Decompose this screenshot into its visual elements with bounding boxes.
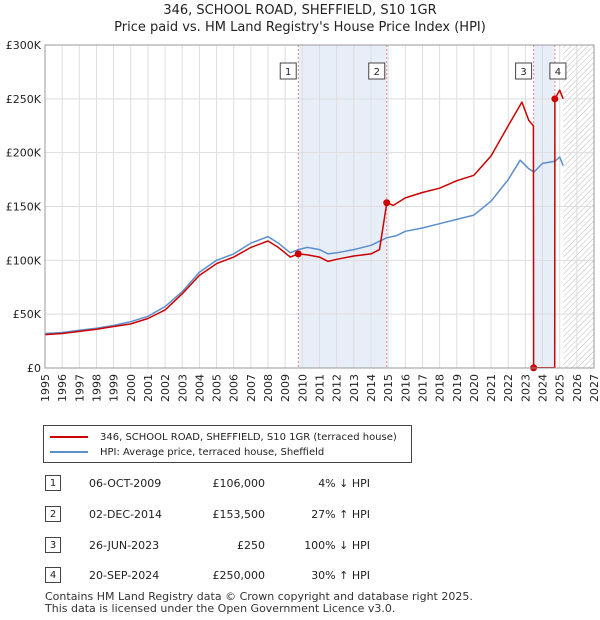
x-tick-label: 2018	[434, 374, 447, 402]
y-tick-label: £250K	[6, 93, 42, 106]
y-tick-label: £0	[27, 362, 41, 375]
x-tick-label: 2021	[485, 374, 498, 402]
x-tick-label: 2015	[382, 374, 395, 402]
footer-licence: This data is licensed under the Open Gov…	[45, 602, 396, 615]
x-tick-label: 2026	[571, 374, 584, 402]
transaction-date: 20-SEP-2024	[89, 568, 160, 582]
transaction-hpi-change: 100% ↓ HPI	[304, 538, 370, 552]
legend-hpi-swatch	[50, 451, 88, 453]
sale-point	[294, 250, 302, 258]
x-tick-label: 2002	[159, 374, 172, 402]
legend-property-row: 346, SCHOOL ROAD, SHEFFIELD, S10 1GR (te…	[50, 430, 397, 444]
legend-property-swatch	[50, 436, 88, 438]
y-tick-label: £300K	[6, 39, 42, 52]
y-tick-label: £200K	[6, 147, 42, 160]
sale-marker-label: 1	[285, 67, 291, 78]
legend-property-label: 346, SCHOOL ROAD, SHEFFIELD, S10 1GR (te…	[100, 431, 397, 443]
sale-marker-box	[279, 62, 297, 80]
legend-hpi-row: HPI: Average price, terraced house, Shef…	[50, 445, 324, 459]
x-tick-label: 2019	[451, 374, 464, 402]
y-tick-label: £150K	[6, 201, 42, 214]
x-tick-label: 2000	[125, 374, 138, 402]
x-tick-label: 2023	[519, 374, 532, 402]
x-tick-label: 2024	[537, 374, 550, 402]
transaction-price: £106,000	[212, 476, 266, 490]
x-tick-label: 2007	[245, 374, 258, 402]
x-tick-label: 2009	[279, 374, 292, 402]
chart-title: 346, SCHOOL ROAD, SHEFFIELD, S10 1GR	[163, 3, 437, 18]
sale-point	[551, 95, 559, 103]
transaction-number: 1	[45, 475, 61, 491]
property-price-line	[44, 89, 564, 369]
x-tick-label: 1997	[73, 374, 86, 402]
sale-marker-label: 2	[374, 67, 380, 78]
x-tick-label: 1998	[90, 374, 103, 402]
transaction-price: £250,000	[212, 568, 266, 582]
transaction-date: 02-DEC-2014	[89, 507, 163, 521]
x-tick-label: 2013	[348, 374, 361, 402]
legend-hpi-label: HPI: Average price, terraced house, Shef…	[100, 446, 325, 458]
footer-copyright: Contains HM Land Registry data © Crown c…	[45, 590, 473, 603]
hpi-line	[44, 156, 564, 335]
sale-marker-box	[515, 62, 533, 80]
x-tick-label: 2005	[211, 374, 224, 402]
sale-point	[383, 199, 391, 207]
transaction-hpi-change: 27% ↑ HPI	[311, 507, 370, 521]
x-tick-label: 2001	[142, 374, 155, 402]
x-tick-label: 2016	[399, 374, 412, 402]
sale-marker-label: 3	[520, 67, 526, 78]
x-tick-label: 2004	[193, 374, 206, 402]
sale-marker-box	[368, 62, 386, 80]
x-tick-label: 2022	[502, 374, 515, 402]
sale-marker-box	[549, 62, 567, 80]
chart-subtitle: Price paid vs. HM Land Registry's House …	[114, 20, 486, 35]
transaction-number: 3	[45, 537, 61, 553]
plot-frame	[44, 44, 595, 369]
x-tick-label: 2010	[296, 374, 309, 402]
transaction-price: £153,500	[212, 507, 266, 521]
x-tick-label: 2012	[331, 374, 344, 402]
x-tick-label: 2008	[262, 374, 275, 402]
x-tick-label: 1999	[108, 374, 121, 402]
x-tick-label: 2003	[176, 374, 189, 402]
x-tick-label: 2025	[554, 374, 567, 402]
price-chart: 1 2 3 4 1995 1996 1997 1998 1999 2000 2001 2002 200…	[6, 39, 600, 402]
transaction-hpi-change: 4% ↓ HPI	[318, 476, 370, 490]
x-tick-label: 2017	[416, 374, 429, 402]
x-tick-label: 2020	[468, 374, 481, 402]
transaction-number: 4	[45, 567, 61, 583]
x-tick-label: 2011	[314, 374, 327, 402]
transaction-price: £250	[237, 538, 265, 552]
x-tick-label: 2006	[228, 374, 241, 402]
legend: 346, SCHOOL ROAD, SHEFFIELD, S10 1GR (te…	[43, 425, 412, 463]
x-tick-label: 1995	[39, 374, 52, 402]
transaction-hpi-change: 30% ↑ HPI	[311, 568, 370, 582]
x-tick-label: 1996	[56, 374, 69, 402]
sale-marker-label: 4	[555, 67, 561, 78]
y-tick-label: £100K	[6, 254, 42, 267]
y-tick-label: £50K	[13, 308, 42, 321]
transaction-date: 26-JUN-2023	[89, 538, 160, 552]
x-tick-label: 2027	[588, 374, 600, 402]
transaction-number: 2	[45, 506, 61, 522]
transaction-date: 06-OCT-2009	[89, 476, 162, 490]
x-tick-label: 2014	[365, 374, 378, 402]
